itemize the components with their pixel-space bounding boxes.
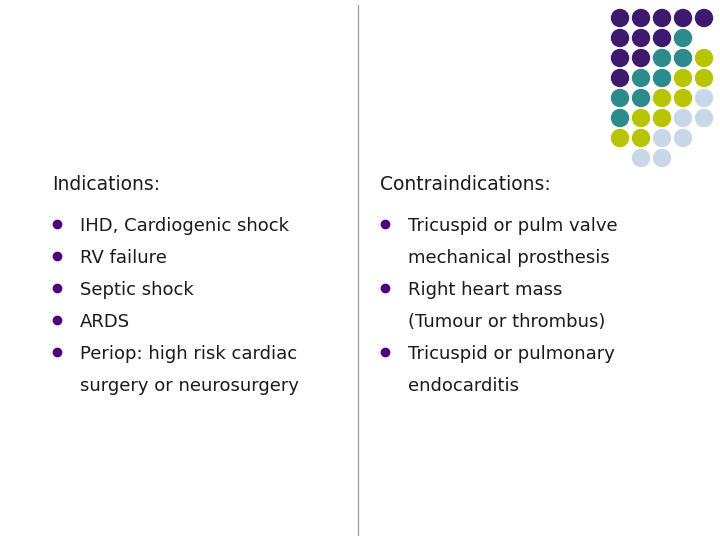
Circle shape bbox=[632, 30, 649, 46]
Circle shape bbox=[632, 90, 649, 106]
Circle shape bbox=[654, 10, 670, 26]
Circle shape bbox=[611, 10, 629, 26]
Text: RV failure: RV failure bbox=[80, 249, 167, 267]
Circle shape bbox=[632, 50, 649, 66]
Text: Tricuspid or pulmonary: Tricuspid or pulmonary bbox=[408, 345, 615, 363]
Text: Tricuspid or pulm valve: Tricuspid or pulm valve bbox=[408, 217, 618, 235]
Circle shape bbox=[654, 30, 670, 46]
Circle shape bbox=[632, 10, 649, 26]
Circle shape bbox=[675, 50, 691, 66]
Text: Contraindications:: Contraindications: bbox=[380, 175, 551, 194]
Circle shape bbox=[611, 50, 629, 66]
Circle shape bbox=[611, 30, 629, 46]
Circle shape bbox=[611, 110, 629, 126]
Circle shape bbox=[696, 70, 713, 86]
Circle shape bbox=[654, 50, 670, 66]
Text: (Tumour or thrombus): (Tumour or thrombus) bbox=[408, 313, 606, 331]
Circle shape bbox=[611, 90, 629, 106]
Circle shape bbox=[696, 50, 713, 66]
Text: ARDS: ARDS bbox=[80, 313, 130, 331]
Circle shape bbox=[611, 130, 629, 146]
Circle shape bbox=[654, 130, 670, 146]
Circle shape bbox=[632, 70, 649, 86]
Circle shape bbox=[675, 110, 691, 126]
Text: surgery or neurosurgery: surgery or neurosurgery bbox=[80, 377, 299, 395]
Circle shape bbox=[696, 10, 713, 26]
Circle shape bbox=[654, 150, 670, 166]
Text: Septic shock: Septic shock bbox=[80, 281, 194, 299]
Circle shape bbox=[696, 110, 713, 126]
Circle shape bbox=[654, 90, 670, 106]
Text: Indications:: Indications: bbox=[52, 175, 160, 194]
Circle shape bbox=[675, 90, 691, 106]
Text: IHD, Cardiogenic shock: IHD, Cardiogenic shock bbox=[80, 217, 289, 235]
Circle shape bbox=[675, 70, 691, 86]
Text: Right heart mass: Right heart mass bbox=[408, 281, 562, 299]
Circle shape bbox=[632, 150, 649, 166]
Text: endocarditis: endocarditis bbox=[408, 377, 519, 395]
Circle shape bbox=[654, 70, 670, 86]
Circle shape bbox=[675, 30, 691, 46]
Circle shape bbox=[611, 70, 629, 86]
Circle shape bbox=[675, 10, 691, 26]
Circle shape bbox=[696, 90, 713, 106]
Text: mechanical prosthesis: mechanical prosthesis bbox=[408, 249, 610, 267]
Circle shape bbox=[675, 130, 691, 146]
Circle shape bbox=[632, 110, 649, 126]
Text: Periop: high risk cardiac: Periop: high risk cardiac bbox=[80, 345, 297, 363]
Circle shape bbox=[654, 110, 670, 126]
Circle shape bbox=[632, 130, 649, 146]
